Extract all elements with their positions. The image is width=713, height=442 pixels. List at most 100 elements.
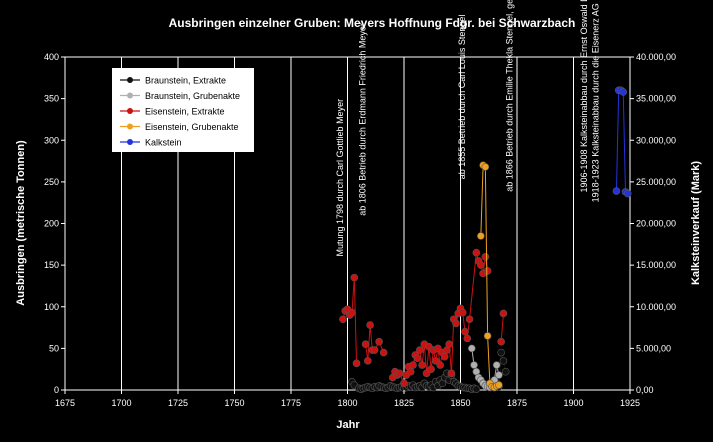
data-point [481,163,490,171]
y-axis-label: Ausbringen (metrische Tonnen) [15,140,27,306]
data-point [447,369,456,378]
data-point [427,365,435,373]
data-point [366,321,374,329]
y2-tick-label: 35.000,00 [636,94,676,104]
data-point [492,361,501,369]
x-axis-label: Jahr [336,419,360,431]
data-point [413,354,422,363]
annotation-label: ab 1866 Betrieb durch Emilie Thekla Sten… [504,0,514,192]
data-point [375,337,383,346]
data-point [452,319,460,328]
y2-tick-label: 20.000,00 [636,219,676,229]
data-point [501,367,510,376]
annotations: Mutung 1798 durch Carl Gottlieb Meyer ab … [335,0,600,257]
y-tick-label: 200 [44,219,59,229]
data-point [497,337,505,346]
data-point [483,267,492,275]
y2-tick-label: 30.000,00 [636,135,676,145]
data-point [472,385,481,393]
y-axis-right: 0,00 5.000,00 10.000,00 15.000,00 20.000,00 2… [630,52,676,395]
annotation-label: ab 1855 Betrieb durch Carl Louis Stengel [457,15,467,180]
legend-marker [127,123,133,130]
y-tick-label: 150 [44,260,59,270]
data-point [499,309,508,318]
data-point [339,315,347,324]
data-point [481,252,490,261]
y2-tick-label: 25.000,00 [636,177,676,187]
legend-marker [127,108,133,114]
y2-tick-label: 0,00 [636,385,654,395]
data-point [440,352,449,361]
y2-tick-label: 40.000,00 [636,52,676,62]
x-tick-label: 1725 [168,398,188,408]
data-point [463,334,472,343]
data-point [472,248,481,257]
x-tick-label: 1925 [620,398,640,408]
legend-label: Eisenstein, Grubenakte [145,122,239,132]
data-point [400,379,408,388]
data-point [495,371,503,379]
data-point [409,361,417,369]
series-layer [339,86,632,393]
series-2 [339,248,508,388]
legend-box [112,68,254,152]
data-point [483,332,492,340]
data-point [436,361,444,369]
data-point [499,357,508,365]
data-point [418,361,426,369]
data-point [361,340,370,349]
legend-label: Braunstein, Grubenakte [145,91,240,101]
series-3 [477,161,503,392]
data-point [348,308,356,317]
x-tick-label: 1750 [224,398,244,408]
legend-marker [127,139,133,145]
legend-label: Kalkstein [145,138,182,148]
data-point [445,340,454,349]
data-point [495,381,503,389]
x-tick-label: 1800 [337,398,357,408]
data-point [477,261,485,269]
y-tick-label: 400 [44,52,59,62]
y-axis-left: 0 50 100 150 200 250 300 350 400 [44,52,65,395]
legend-marker [127,77,133,83]
data-point [350,273,359,282]
y-tick-label: 250 [44,177,59,187]
y-tick-label: 50 [49,343,59,353]
data-point [467,344,476,353]
y2-tick-label: 10.000,00 [636,302,676,312]
x-tick-label: 1875 [507,398,527,408]
annotation-label: Mutung 1798 durch Carl Gottlieb Meyer [335,99,345,257]
data-point [619,88,628,96]
data-point [395,369,404,378]
y2-tick-label: 15.000,00 [636,260,676,270]
data-point [497,348,505,357]
data-point [364,357,372,365]
data-point [370,346,379,354]
data-point [477,232,485,240]
legend: Braunstein, Extrakte Braunstein, Grubenak… [112,68,254,152]
data-point [379,348,388,357]
x-tick-label: 1675 [55,398,75,408]
data-point [352,359,361,368]
chart-title: Ausbringen einzelner Gruben: Meyers Hoff… [169,16,576,30]
y2-tick-label: 5.000,00 [636,343,671,353]
annotation-label: ab 1806 Betrieb durch Erdmann Friedrich … [358,23,368,216]
data-point [406,367,415,376]
series-0 [348,348,510,393]
data-point [623,189,632,198]
data-point [470,361,478,369]
y2-axis-label: Kalksteinverkauf (Mark) [690,161,702,285]
x-tick-label: 1850 [450,398,470,408]
x-tick-label: 1700 [111,398,131,408]
annotation-label: 1906-1908 Kalksteinabbau durch Ernst Osw… [579,0,589,193]
annotation-label: 1918-1923 Kalksteinabbau durch die Eisen… [590,3,600,202]
data-point [465,315,474,324]
series-line [500,313,504,342]
data-point [612,187,621,195]
y-tick-label: 300 [44,135,59,145]
y-tick-label: 350 [44,94,59,104]
data-point [458,308,467,317]
series-4 [612,86,632,198]
y-tick-label: 100 [44,302,59,312]
